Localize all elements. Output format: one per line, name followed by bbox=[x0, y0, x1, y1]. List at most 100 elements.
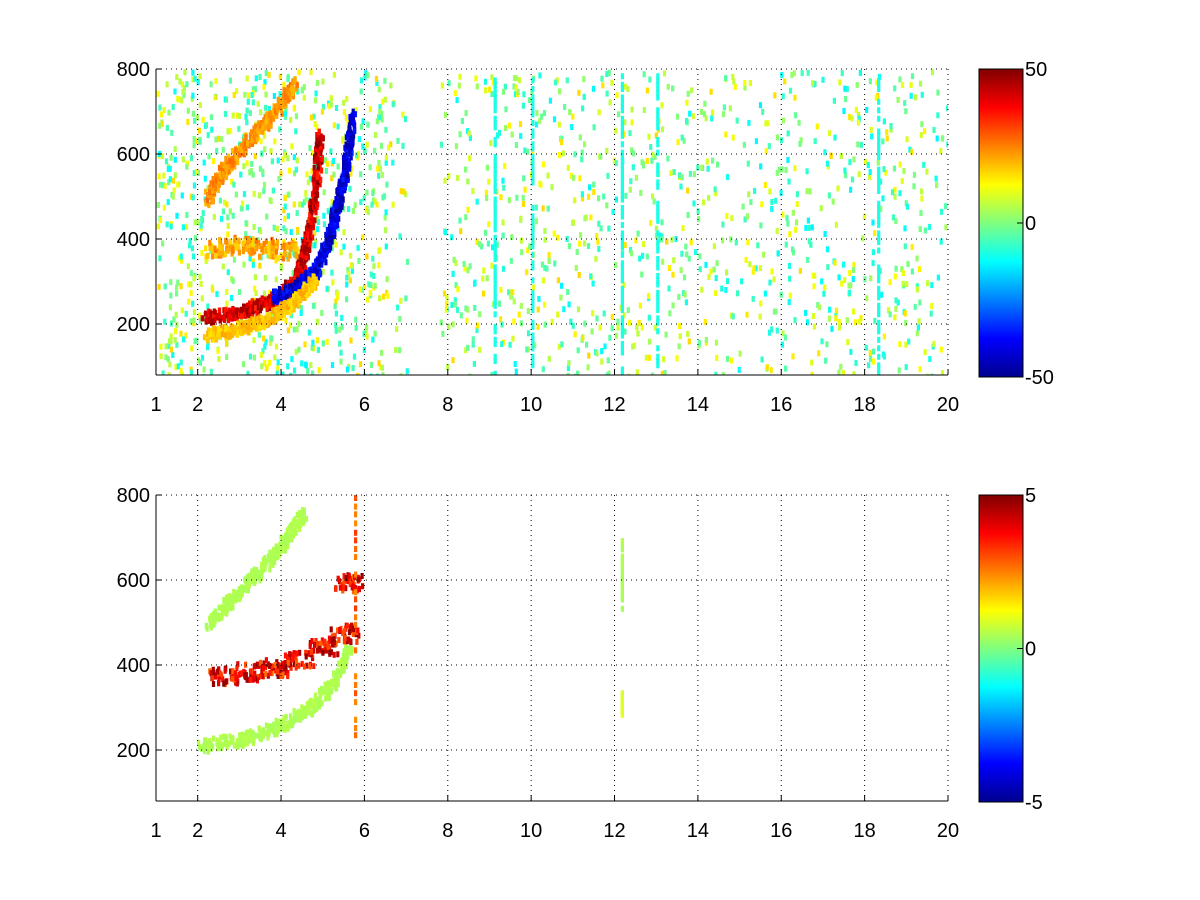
heatmap-cell bbox=[800, 70, 804, 77]
heatmap-cell bbox=[287, 167, 292, 174]
heatmap-cell bbox=[205, 315, 209, 322]
heatmap-cell bbox=[209, 330, 213, 337]
heatmap-cell bbox=[786, 130, 790, 137]
heatmap-cell bbox=[729, 236, 733, 243]
heatmap-cell bbox=[250, 160, 254, 167]
heatmap-cell bbox=[274, 343, 279, 350]
heatmap-cell bbox=[737, 366, 741, 373]
heatmap-cell bbox=[273, 288, 278, 295]
heatmap-cell bbox=[187, 281, 191, 288]
heatmap-cell bbox=[329, 244, 333, 251]
heatmap-cell bbox=[212, 330, 216, 337]
heatmap-cell bbox=[656, 205, 660, 211]
heatmap-cell bbox=[451, 321, 455, 328]
heatmap-cell bbox=[325, 160, 329, 167]
heatmap-cell bbox=[540, 113, 544, 120]
heatmap-cell bbox=[175, 212, 179, 219]
heatmap-cell bbox=[889, 126, 893, 133]
heatmap-cell bbox=[493, 341, 497, 347]
heatmap-cell bbox=[548, 97, 552, 104]
heatmap-cell bbox=[927, 223, 932, 230]
heatmap-cell bbox=[825, 341, 829, 348]
heatmap-cell bbox=[353, 202, 357, 209]
heatmap-cell bbox=[458, 73, 462, 80]
heatmap-cell bbox=[289, 298, 293, 305]
heatmap-cell bbox=[666, 83, 670, 90]
heatmap-cell bbox=[344, 134, 348, 141]
heatmap-cell bbox=[241, 327, 246, 334]
heatmap-cell bbox=[704, 115, 708, 122]
heatmap-cell bbox=[487, 221, 491, 228]
heatmap-cell bbox=[656, 375, 659, 381]
heatmap-cell bbox=[877, 77, 881, 84]
heatmap-cell bbox=[713, 290, 718, 297]
heatmap-cell bbox=[455, 306, 460, 313]
heatmap-cell bbox=[669, 170, 673, 177]
heatmap-cell bbox=[224, 678, 228, 685]
heatmap-cell bbox=[521, 201, 526, 207]
heatmap-cell bbox=[374, 132, 378, 138]
heatmap-cell bbox=[180, 192, 184, 199]
heatmap-cell bbox=[349, 115, 353, 121]
heatmap-cell bbox=[299, 290, 303, 297]
heatmap-cell bbox=[225, 312, 229, 318]
heatmap-cell bbox=[741, 203, 745, 210]
heatmap-cell bbox=[290, 304, 294, 311]
heatmap-cell bbox=[591, 85, 596, 92]
heatmap-cell bbox=[315, 173, 320, 180]
heatmap-cell bbox=[877, 268, 881, 275]
heatmap-cell bbox=[573, 197, 577, 204]
heatmap-cell bbox=[253, 274, 257, 281]
heatmap-cell bbox=[292, 517, 296, 524]
heatmap-cell bbox=[493, 243, 497, 250]
heatmap-cell bbox=[240, 731, 244, 738]
heatmap-cell bbox=[316, 319, 320, 325]
heatmap-cell bbox=[500, 321, 504, 328]
heatmap-cell bbox=[877, 370, 881, 375]
heatmap-cell bbox=[276, 673, 280, 679]
heatmap-cell bbox=[775, 327, 779, 334]
heatmap-cell bbox=[871, 348, 876, 355]
heatmap-cell bbox=[499, 194, 503, 201]
heatmap-cell bbox=[763, 290, 767, 297]
heatmap-cell bbox=[341, 171, 345, 178]
heatmap-cell bbox=[764, 148, 768, 155]
heatmap-cell bbox=[254, 75, 258, 82]
heatmap-cell bbox=[278, 126, 282, 133]
heatmap-cell bbox=[283, 151, 288, 158]
heatmap-cell bbox=[453, 297, 457, 304]
x-tick-label: 1 bbox=[150, 394, 161, 416]
heatmap-cell bbox=[918, 366, 922, 373]
heatmap-cell bbox=[710, 115, 714, 122]
heatmap-cell bbox=[180, 307, 184, 314]
heatmap-cell bbox=[623, 328, 627, 335]
heatmap-cell bbox=[939, 238, 943, 245]
heatmap-cell bbox=[690, 87, 694, 94]
heatmap-cell bbox=[525, 148, 529, 155]
heatmap-cell bbox=[939, 208, 944, 215]
heatmap-cell bbox=[656, 277, 660, 284]
heatmap-cell bbox=[620, 605, 624, 612]
heatmap-cell bbox=[193, 235, 197, 242]
heatmap-cell bbox=[651, 372, 655, 375]
heatmap-cell bbox=[490, 91, 494, 97]
heatmap-cell bbox=[874, 94, 878, 101]
heatmap-cell bbox=[309, 649, 314, 656]
heatmap-cell bbox=[225, 300, 229, 307]
heatmap-cell bbox=[304, 653, 308, 660]
heatmap-cell bbox=[282, 239, 286, 246]
heatmap-cell bbox=[259, 304, 264, 311]
heatmap-cell bbox=[288, 713, 293, 720]
heatmap-cell bbox=[283, 652, 288, 659]
heatmap-cell bbox=[309, 697, 313, 704]
heatmap-cell bbox=[531, 175, 535, 182]
heatmap-cell bbox=[292, 326, 296, 333]
heatmap-cell bbox=[304, 196, 308, 203]
heatmap-cell bbox=[810, 371, 814, 375]
heatmap-cell bbox=[232, 307, 236, 314]
x-tick-label: 6 bbox=[359, 394, 370, 416]
heatmap-cell bbox=[903, 225, 907, 232]
heatmap-cell bbox=[473, 304, 477, 311]
heatmap-cell bbox=[269, 339, 273, 346]
heatmap-cell bbox=[315, 267, 319, 274]
